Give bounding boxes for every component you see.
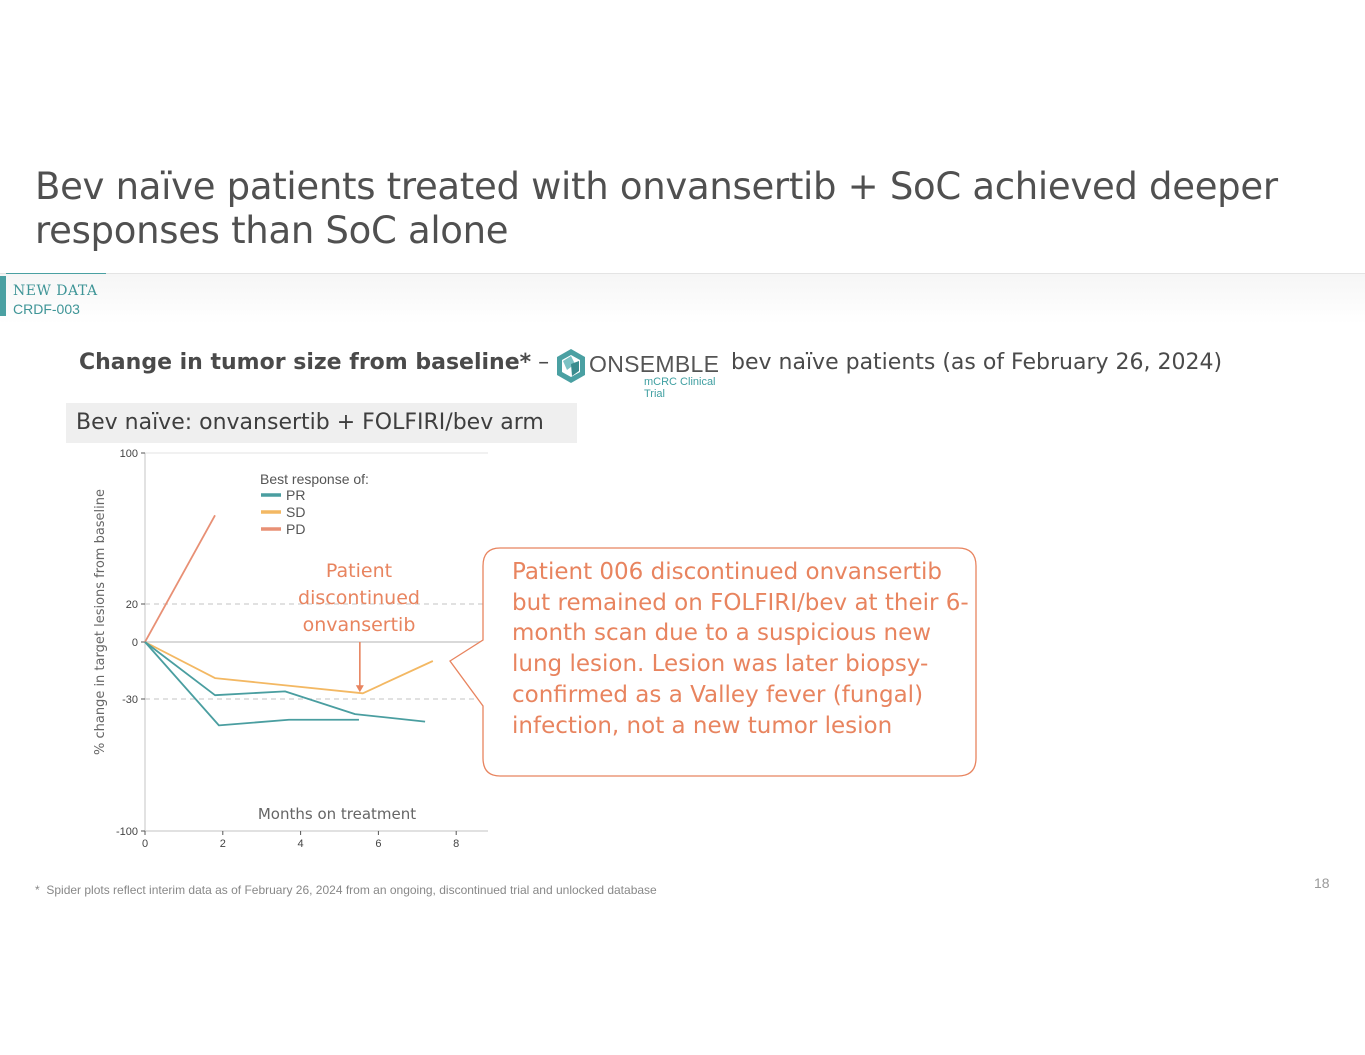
footnote-text: Spider plots reflect interim data as of …: [46, 883, 657, 897]
onsemble-logo-icon: [557, 349, 585, 383]
arm-label: Bev naïve: onvansertib + FOLFIRI/bev arm: [66, 403, 577, 443]
y-tick-label: -30: [122, 694, 138, 706]
series-line-pd-1: [144, 514, 216, 643]
x-axis-label: Months on treatment: [258, 805, 416, 823]
tag-accent-bar: [0, 276, 6, 316]
x-tick-label: 6: [375, 838, 381, 850]
annotation-text-line: discontinued: [298, 587, 420, 609]
series-line-pr-4: [144, 641, 359, 727]
series-line-pr-3: [144, 641, 426, 723]
x-tick-label: 2: [220, 838, 226, 850]
x-tick-label: 8: [453, 838, 459, 850]
y-tick-label: -100: [116, 826, 138, 838]
legend-label-pr: PR: [286, 487, 305, 503]
y-axis-label: % change in target lesions from baseline: [93, 489, 108, 755]
callout-box: [449, 547, 977, 777]
page-number: 18: [1314, 875, 1330, 891]
title-divider-band: [0, 273, 1365, 324]
logo-wordmark: ONSEMBLE: [589, 351, 720, 377]
logo-subtitle: mCRC Clinical Trial: [644, 376, 716, 400]
series-line-sd-2: [144, 641, 434, 695]
annotation-text-line: onvansertib: [303, 614, 416, 636]
y-tick-label: 20: [126, 599, 138, 611]
reference-lines: [145, 452, 488, 700]
footnote: * Spider plots reflect interim data as o…: [35, 883, 657, 897]
chart-series: [144, 514, 434, 727]
legend-label-sd: SD: [286, 504, 305, 520]
subtitle-rest: bev naïve patients (as of February 26, 2…: [731, 350, 1223, 375]
annotation-text-line: Patient: [326, 560, 392, 582]
subtitle-dash: –: [531, 350, 550, 375]
footnote-star: *: [35, 883, 40, 897]
x-tick-label: 0: [142, 838, 148, 850]
legend-label-pd: PD: [286, 521, 305, 537]
chart-subtitle: Change in tumor size from baseline* –: [79, 350, 549, 375]
slide-title: Bev naïve patients treated with onvanser…: [35, 165, 1278, 252]
y-tick-label: 100: [120, 448, 138, 460]
callout-text: Patient 006 discontinued onvansertib but…: [512, 559, 969, 739]
chart-annotations: Patient discontinued onvansertib: [298, 560, 420, 693]
callout-bubble: [449, 547, 977, 777]
annotation-arrow-head: [355, 685, 364, 693]
subtitle-bold: Change in tumor size from baseline*: [79, 350, 532, 375]
legend-title: Best response of:: [260, 471, 369, 487]
study-code-tag: CRDF-003: [13, 301, 80, 317]
y-tick-label: 0: [132, 637, 138, 649]
chart-axes: 100 20 0 -30 -100 0 2 4 6 8 % change in target les…: [93, 448, 488, 850]
new-data-tag: NEW DATA: [13, 283, 98, 299]
x-tick-label: 4: [298, 838, 304, 850]
tag-accent-line: [6, 273, 106, 274]
onsemble-logo: ONSEMBLE mCRC Clinical Trial: [553, 347, 728, 400]
